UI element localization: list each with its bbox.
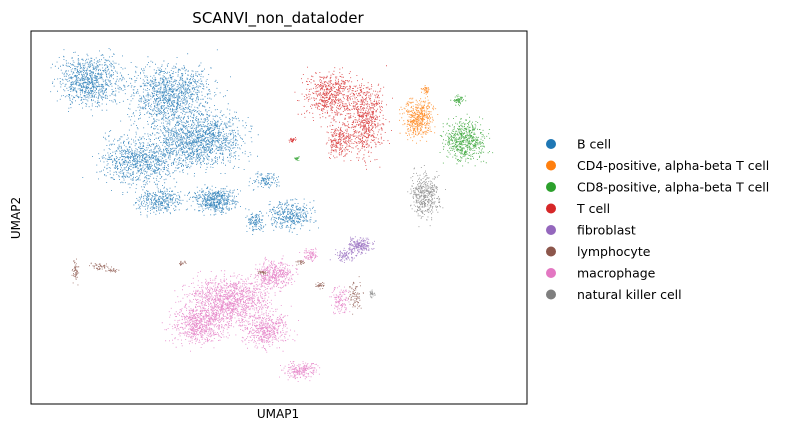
legend-marker xyxy=(546,268,556,278)
legend-label: macrophage xyxy=(577,266,656,281)
cluster-points-macrophage xyxy=(161,247,351,382)
cluster-points-natural-killer-cell xyxy=(369,165,446,299)
cluster-points-fibroblast xyxy=(329,236,375,263)
legend-marker xyxy=(546,225,556,235)
plot-frame xyxy=(30,30,528,405)
legend-marker xyxy=(546,203,556,214)
legend-label: lymphocyte xyxy=(577,244,651,259)
legend-marker xyxy=(546,289,556,300)
legend-label: T cell xyxy=(576,201,610,216)
scatter-points xyxy=(50,48,494,382)
cluster-points-t-cell xyxy=(288,65,393,170)
legend-marker xyxy=(546,160,556,171)
legend: B cell CD4-positive, alpha-beta T cell CD8… xyxy=(546,137,769,302)
y-axis-label: UMAP2 xyxy=(9,197,23,239)
legend-label: natural killer cell xyxy=(577,287,682,302)
legend-marker xyxy=(546,182,556,192)
legend-marker xyxy=(546,246,556,257)
chart-title: SCANVI_non_dataloder xyxy=(192,9,364,28)
x-axis-label: UMAP1 xyxy=(257,407,299,421)
legend-label: CD4-positive, alpha-beta T cell xyxy=(577,158,769,173)
legend-marker xyxy=(546,139,556,149)
cluster-points-cd4-positive-alpha-beta-t-cell xyxy=(399,85,439,144)
legend-label: B cell xyxy=(577,137,611,152)
legend-label: fibroblast xyxy=(577,223,636,238)
cluster-points-b-cell xyxy=(50,48,319,235)
legend-label: CD8-positive, alpha-beta T cell xyxy=(577,180,769,195)
